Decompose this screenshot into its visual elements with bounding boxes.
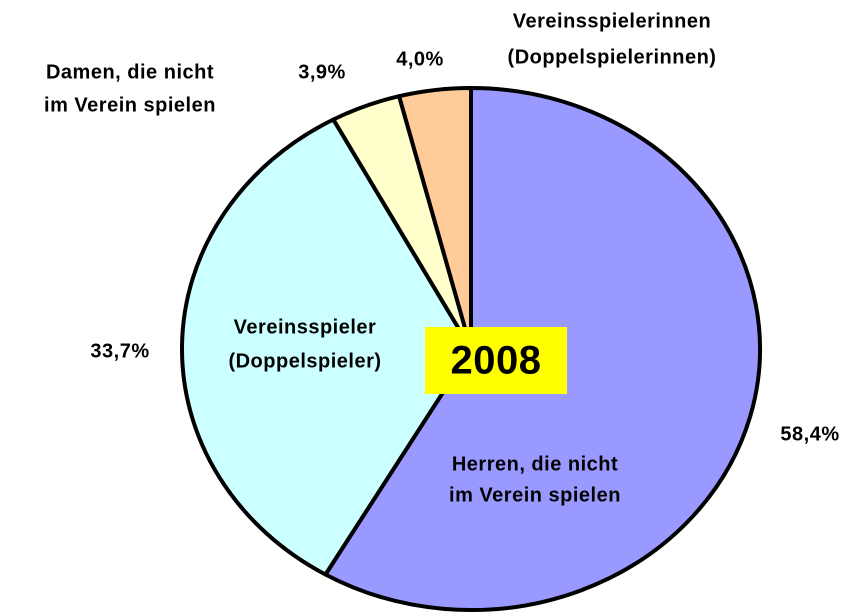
slice-label: Vereinsspieler	[234, 316, 377, 338]
slice-label: Vereinsspielerinnen	[513, 10, 711, 32]
value-label: 58,4%	[780, 423, 839, 445]
slice-label: Herren, die nicht	[452, 453, 618, 475]
annotation-box	[425, 327, 567, 394]
value-label: 4,0%	[396, 48, 444, 70]
pie-slice	[180, 117, 473, 577]
annotation: 2008	[451, 339, 542, 383]
slice-label: Damen, die nicht	[46, 61, 214, 83]
pie-slice	[397, 86, 473, 351]
slice-label: im Verein spielen	[449, 484, 621, 506]
slice-label: (Doppelspielerinnen)	[508, 46, 717, 68]
slice-label: im Verein spielen	[44, 94, 216, 116]
value-label: 33,7%	[90, 340, 149, 362]
value-label: 3,9%	[298, 61, 346, 83]
slice-label: (Doppelspieler)	[228, 350, 381, 372]
